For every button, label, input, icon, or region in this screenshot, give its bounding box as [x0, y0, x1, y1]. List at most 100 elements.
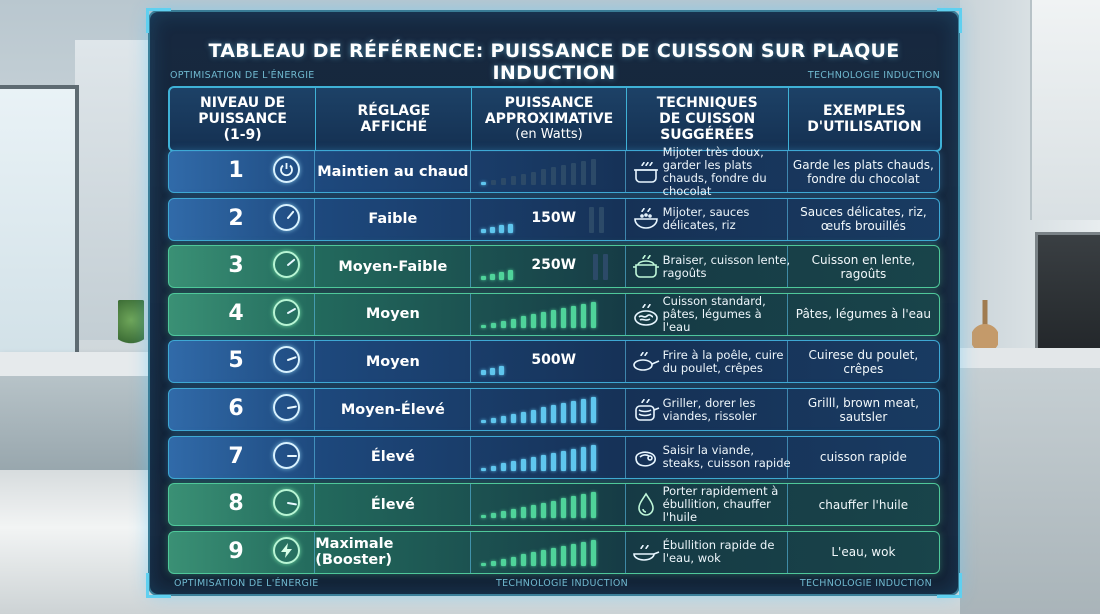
example-text: Grilll, brown meat, sautsler [807, 395, 919, 424]
power-bar [501, 558, 507, 566]
power-bar [581, 446, 587, 471]
power-bar [481, 515, 487, 519]
column-header-text: (en Watts) [515, 127, 583, 142]
power-bar [501, 511, 507, 519]
pot-icon [632, 158, 660, 186]
setting-label: Moyen [315, 341, 472, 383]
power-meter [471, 151, 626, 192]
level-cell: 4 [169, 293, 316, 335]
power-bar [561, 546, 567, 566]
bowl-icon [632, 206, 660, 234]
table-row: 7 Élevé Saisir la viande, steaks, cuisson … [168, 435, 940, 479]
column-header-text: PUISSANCE [504, 95, 594, 111]
power-bar [490, 368, 496, 376]
power-bar [581, 161, 587, 185]
technique-cell: Saisir la viande, steaks, cuisson rapide [626, 436, 791, 478]
column-header-setting: RÉGLAGE AFFICHÉ [316, 88, 473, 150]
power-bar [591, 159, 597, 185]
column-header-examples: EXEMPLES D'UTILISATION [789, 88, 940, 150]
background-right-lower-cabinet [960, 368, 1100, 614]
tag-induction-top: TECHNOLOGIE INDUCTION [807, 70, 940, 81]
example-text: Cuisson en lente, ragoûts [811, 252, 916, 281]
power-level-number: 1 [228, 158, 244, 183]
power-bar [481, 420, 487, 423]
background-plant [118, 300, 144, 350]
power-bar [551, 310, 557, 328]
technique-cell: Cuisson standard, pâtes, légumes à l'eau [626, 293, 788, 335]
technique-cell: Griller, dorer les viandes, rissoler [626, 389, 788, 430]
power-meter: 500W [471, 341, 626, 383]
watts-value: 500W [531, 352, 577, 369]
power-bar [541, 407, 547, 423]
power-bar [490, 274, 496, 281]
technique-text: Frire à la poêle, cuire du poulet, crêpe… [662, 347, 784, 375]
power-bar [551, 452, 557, 471]
power-bar [551, 500, 557, 519]
lightning-icon [273, 536, 300, 564]
power-bar [499, 225, 505, 233]
level-cell: 2 [169, 198, 316, 240]
power-bar [499, 366, 505, 376]
level-cell: 8 [169, 484, 316, 526]
technique-text: Saisir la viande, steaks, cuisson rapide [662, 443, 791, 471]
power-level-number: 6 [228, 396, 244, 421]
power-bar [531, 504, 537, 519]
steak-icon [632, 444, 660, 472]
level-cell: 9 [169, 531, 316, 573]
setting-label: Faible [315, 198, 472, 240]
dial-needle [286, 307, 296, 315]
power-bar [508, 223, 514, 233]
example-text: Cuirese du poulet, crêpes [808, 347, 919, 376]
power-bar [581, 494, 587, 519]
power-bar [521, 173, 527, 185]
table-row: 6 Moyen-Élevé Griller, dorer les viandes, … [168, 388, 940, 431]
power-bar [581, 303, 587, 328]
column-header-text: TECHNIQUES [656, 95, 758, 111]
dial-icon [273, 203, 300, 231]
power-bar [501, 415, 507, 423]
technique-text: Porter rapidement à ébullition, chauffer… [662, 484, 779, 525]
dial-icon [273, 394, 300, 421]
table-row: 5 Moyen 500W Frire à la poêle, cuire du pou… [168, 340, 940, 384]
power-bar [551, 405, 557, 423]
technique-text: Cuisson standard, pâtes, légumes à l'eau [662, 293, 766, 334]
power-bar [511, 508, 517, 519]
power-bar [481, 276, 487, 281]
power-bar [561, 165, 567, 185]
dial-needle [286, 258, 296, 267]
power-bar [571, 448, 577, 471]
column-header-text: PUISSANCE [198, 111, 287, 127]
technique-text: Ébullition rapide de l'eau, wok [662, 538, 775, 566]
technique-text: Griller, dorer les viandes, rissoler [662, 395, 757, 423]
level-cell: 5 [169, 341, 316, 383]
power-level-number: 3 [228, 253, 244, 279]
power-bar [541, 169, 547, 185]
power-bar [531, 552, 537, 566]
power-level-number: 4 [228, 300, 244, 326]
power-meter [471, 389, 626, 430]
tag-induction-bottom: TECHNOLOGIE INDUCTION [496, 578, 629, 589]
dial-needle [286, 210, 295, 220]
power-bar [481, 467, 487, 471]
power-bar [591, 492, 597, 519]
power-bar [491, 417, 497, 423]
power-bar [551, 167, 557, 185]
column-header-text: D'UTILISATION [807, 119, 922, 135]
corner-decoration [937, 8, 962, 33]
power-bar [521, 411, 527, 423]
background-wall [75, 40, 155, 340]
dial-needle [286, 356, 297, 362]
column-header-text: DE CUISSON [659, 111, 756, 127]
power-bar [531, 314, 537, 328]
power-bar [511, 556, 517, 566]
power-bar [589, 206, 595, 233]
technique-text: Braiser, cuisson lente, ragoûts [662, 252, 791, 280]
technique-text: Mijoter, sauces délicates, riz [662, 205, 750, 233]
background-cabinet [0, 376, 150, 486]
stew-pot-icon [632, 253, 660, 281]
power-bar [541, 312, 547, 328]
power-bar [541, 502, 547, 519]
table-row: 8 Élevé Porter rapidement à ébullition, ch… [168, 483, 940, 527]
power-level-number: 2 [228, 205, 244, 231]
example-text: Pâtes, légumes à l'eau [795, 307, 931, 322]
